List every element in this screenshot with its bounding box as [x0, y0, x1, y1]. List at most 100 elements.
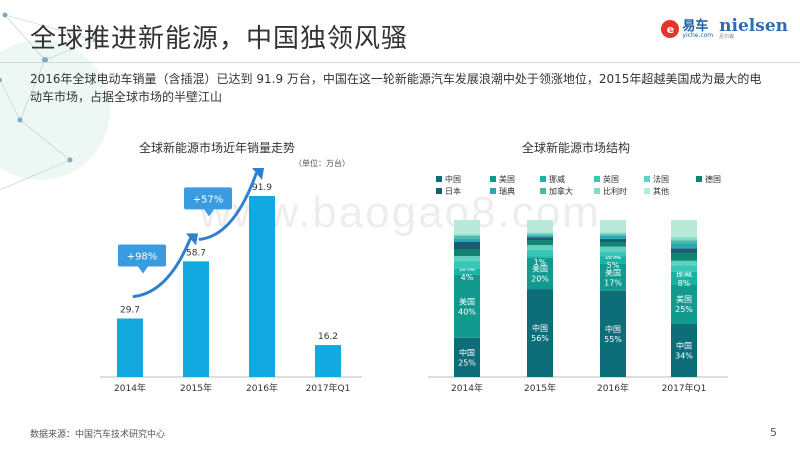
stacked-segment-2-3	[600, 251, 626, 257]
stacked-segment-3-9	[671, 237, 697, 241]
bar-2	[249, 195, 275, 377]
bar-value-label-1: 58.7	[186, 248, 206, 258]
bar-value-label-3: 16.2	[318, 332, 338, 342]
stacked-segment-0-4	[454, 256, 480, 261]
stacked-segment-0-2	[454, 268, 480, 275]
segment-percent-label-1-2: 1%	[534, 258, 547, 267]
legend-label-3: 英国	[603, 174, 619, 184]
growth-arrowhead-1	[252, 167, 264, 180]
stacked-segment-3-4	[671, 260, 697, 266]
legend-label-5: 德国	[705, 174, 721, 184]
stacked-segment-2-7	[600, 235, 626, 239]
stacked-segment-1-9	[527, 232, 553, 235]
stacked-segment-1-4	[527, 245, 553, 250]
legend-label-2: 挪威	[549, 174, 565, 184]
bar-category-label-2: 2016年	[246, 382, 278, 394]
segment-percent-label-1-0: 56%	[531, 334, 549, 343]
growth-badge-pointer-1	[204, 209, 214, 217]
stacked-segment-0-9	[454, 234, 480, 236]
legend-swatch-4	[644, 176, 650, 182]
stacked-segment-2-0	[600, 290, 626, 377]
growth-badge-1	[184, 187, 232, 210]
bar-0	[117, 318, 143, 377]
data-source: 数据来源：中国汽车技术研究中心	[30, 430, 166, 440]
growth-badge-pointer-0	[138, 266, 148, 274]
growth-arrowhead-0	[186, 233, 198, 246]
legend-label-4: 法国	[653, 174, 669, 184]
page-number: 5	[770, 426, 777, 439]
stacked-segment-1-3	[527, 249, 553, 257]
stacked-segment-0-3	[454, 260, 480, 269]
stacked-segment-1-2	[527, 256, 553, 258]
yiche-logo-mark: e	[661, 20, 680, 38]
legend-swatch-9	[594, 188, 600, 194]
logo-group: e 易车 yiche.com nielsen 尼尔森	[661, 18, 788, 40]
stacked-segment-0-1	[454, 274, 480, 338]
segment-country-label-1-0: 中国	[532, 323, 548, 333]
stacked-segment-3-0	[671, 323, 697, 377]
yiche-logo-subtext: yiche.com	[682, 31, 714, 39]
legend-swatch-0	[436, 176, 442, 182]
summary-text: 2016年全球电动车销量（含插混）已达到 91.9 万台，中国在这一轮新能源汽车…	[30, 72, 762, 104]
stacked-segment-0-10	[454, 220, 480, 235]
stacked-segment-1-10	[527, 220, 553, 233]
stacked-segment-2-10	[600, 220, 626, 233]
legend-label-8: 加拿大	[549, 186, 573, 196]
segment-percent-label-3-0: 34%	[675, 351, 693, 360]
stacked-segment-1-5	[527, 240, 553, 246]
segment-percent-label-1-1: 20%	[531, 274, 549, 283]
segment-country-label-3-2: 挪威	[676, 268, 692, 278]
stacked-segment-2-9	[600, 232, 626, 235]
yiche-logo: e 易车 yiche.com	[661, 20, 713, 39]
segment-country-label-3-1: 美国	[676, 294, 692, 304]
bar-3	[315, 345, 341, 377]
growth-badge-0	[118, 244, 166, 267]
segment-percent-label-0-2: 4%	[461, 273, 474, 282]
nielsen-logo-text: nielsen	[719, 16, 788, 36]
nielsen-logo-subtext: 尼尔森	[719, 34, 735, 40]
legend-swatch-8	[540, 188, 546, 194]
legend-label-7: 瑞典	[499, 186, 515, 196]
stacked-segment-3-3	[671, 265, 697, 272]
stacked-segment-0-0	[454, 337, 480, 377]
stacked-category-label-3: 2017年Q1	[662, 382, 707, 394]
bar-value-label-2: 91.9	[252, 183, 272, 193]
stacked-segment-1-6	[527, 237, 553, 241]
segment-country-label-2-0: 中国	[605, 324, 621, 334]
yiche-logo-text: 易车	[682, 18, 709, 34]
bar-value-label-0: 29.7	[120, 305, 140, 315]
bar-category-label-1: 2015年	[180, 382, 212, 394]
segment-percent-label-0-0: 25%	[458, 358, 476, 367]
decorative-network-graphic	[0, 12, 110, 191]
legend-swatch-3	[594, 176, 600, 182]
stacked-segment-2-6	[600, 238, 626, 242]
segment-percent-label-2-0: 55%	[604, 335, 622, 344]
growth-arrow-1	[198, 172, 258, 241]
stacked-segment-0-8	[454, 235, 480, 239]
segment-percent-label-3-1: 25%	[675, 305, 693, 314]
stacked-segment-2-1	[600, 263, 626, 291]
stacked-segment-2-8	[600, 234, 626, 236]
stacked-segment-0-5	[454, 249, 480, 257]
bar-chart-unit: （单位：万台）	[294, 158, 350, 168]
stacked-category-label-0: 2014年	[451, 382, 483, 394]
stacked-segment-3-10	[671, 220, 697, 238]
legend-label-10: 其他	[653, 186, 669, 196]
segment-country-label-1-1: 美国	[532, 263, 548, 273]
bar-chart-title: 全球新能源市场近年销量走势	[139, 140, 295, 155]
legend-swatch-1	[490, 176, 496, 182]
legend-swatch-2	[540, 176, 546, 182]
stacked-segment-1-8	[527, 234, 553, 236]
stacked-category-label-2: 2016年	[597, 382, 629, 394]
title-divider	[0, 62, 800, 63]
stacked-segment-0-6	[454, 241, 480, 250]
stacked-segment-3-5	[671, 252, 697, 261]
legend-swatch-5	[696, 176, 702, 182]
legend-swatch-10	[644, 188, 650, 194]
legend-swatch-6	[436, 188, 442, 194]
stacked-segment-2-4	[600, 246, 626, 252]
growth-arrow-0	[132, 237, 192, 298]
legend-label-9: 比利时	[603, 186, 627, 196]
bar-category-label-3: 2017年Q1	[306, 382, 351, 394]
stacked-segment-3-8	[671, 240, 697, 244]
